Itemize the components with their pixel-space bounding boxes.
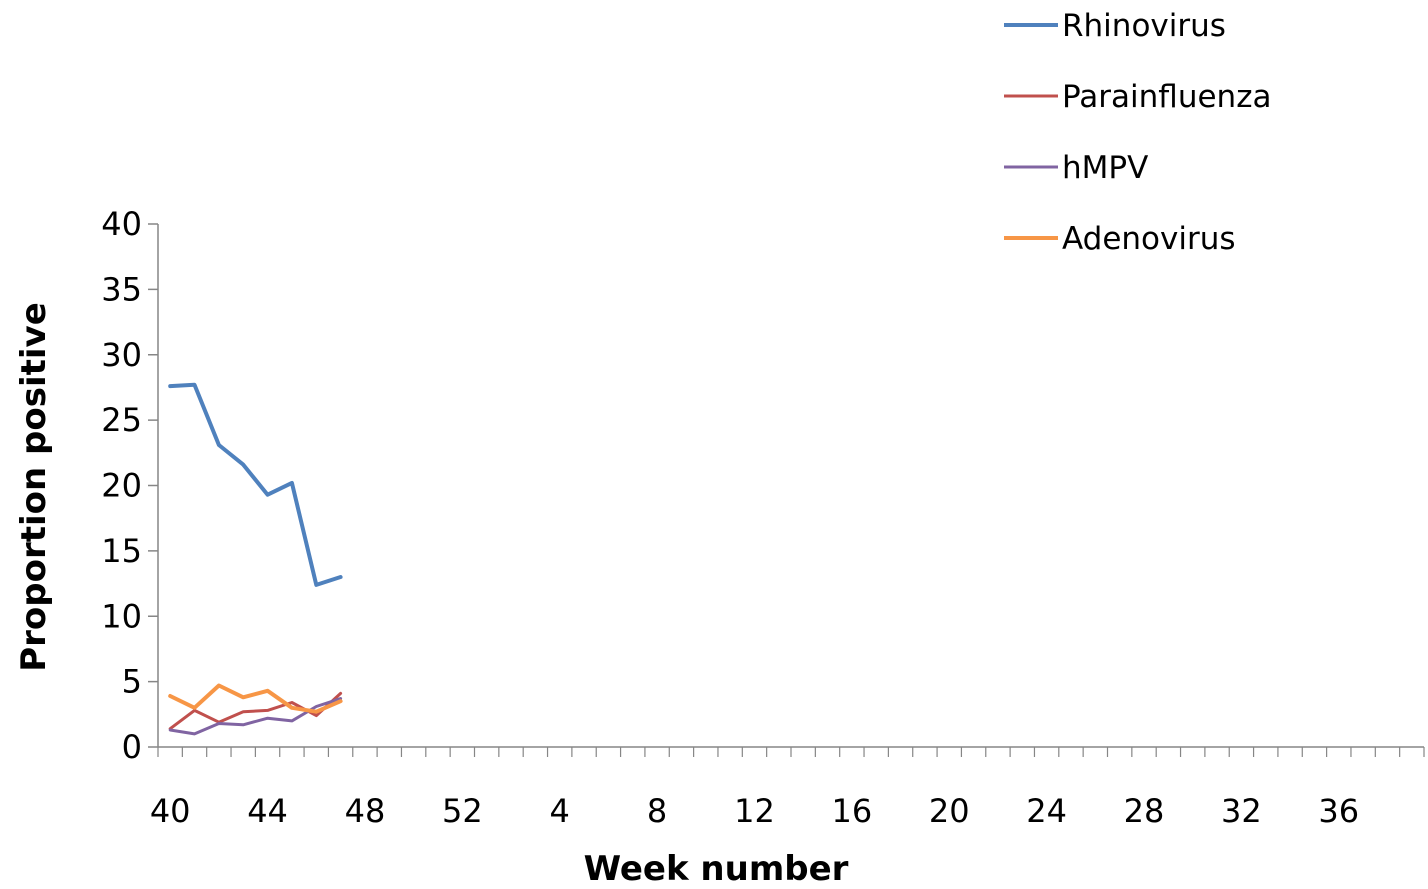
y-tick-label: 30 — [101, 336, 142, 374]
x-tick-label: 44 — [247, 792, 288, 830]
y-axis-ticks: 0 5 10 15 20 25 30 35 40 — [101, 205, 158, 766]
legend: Rhinovirus Parainfluenza hMPV Adenovirus — [1004, 8, 1271, 257]
legend-label-adenovirus: Adenovirus — [1062, 221, 1236, 257]
series-line-adenovirus — [168, 683, 343, 714]
x-tick-label: 40 — [150, 792, 191, 830]
legend-label-parainfluenza: Parainfluenza — [1062, 79, 1271, 115]
x-tick-label: 24 — [1026, 792, 1067, 830]
legend-label-hmpv: hMPV — [1062, 150, 1148, 186]
x-tick-label: 20 — [929, 792, 970, 830]
x-axis-ticks: 40 44 48 52 4 8 12 16 20 24 28 32 36 — [150, 747, 1425, 830]
y-tick-label: 25 — [101, 401, 142, 439]
y-tick-label: 35 — [101, 270, 142, 308]
y-tick-label: 15 — [101, 532, 142, 570]
x-tick-label: 12 — [734, 792, 775, 830]
y-tick-label: 5 — [122, 663, 142, 701]
series-line-hmpv — [168, 697, 343, 736]
y-axis-title: Proportion positive — [14, 302, 54, 672]
y-tick-label: 20 — [101, 467, 142, 505]
y-tick-label: 10 — [101, 597, 142, 635]
plot-axes — [157, 224, 1424, 748]
x-tick-label: 28 — [1124, 792, 1165, 830]
x-tick-label: 8 — [647, 792, 667, 830]
x-axis-title: Week number — [584, 849, 849, 889]
x-tick-label: 48 — [345, 792, 386, 830]
x-tick-label: 16 — [832, 792, 873, 830]
x-tick-label: 36 — [1318, 792, 1359, 830]
series-lines — [168, 382, 343, 736]
x-tick-label: 52 — [442, 792, 483, 830]
legend-label-rhinovirus: Rhinovirus — [1062, 8, 1226, 44]
series-line-parainfluenza — [168, 691, 343, 731]
x-tick-label: 4 — [550, 792, 570, 830]
y-tick-label: 0 — [122, 728, 142, 766]
series-line-rhinovirus — [168, 382, 343, 587]
x-tick-label: 32 — [1221, 792, 1262, 830]
y-tick-label: 40 — [101, 205, 142, 243]
